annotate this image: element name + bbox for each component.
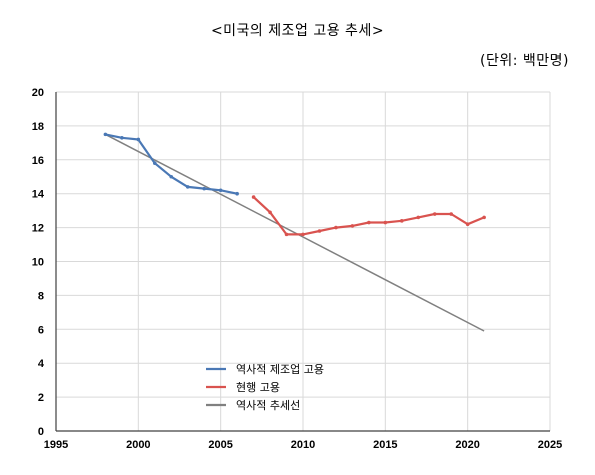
x-tick-label: 2000 (126, 439, 150, 451)
data-point (251, 195, 256, 199)
x-tick-label: 2025 (538, 439, 562, 451)
data-point (301, 232, 305, 237)
grid-lines (56, 91, 551, 431)
data-point (202, 186, 206, 191)
y-tick-label: 20 (32, 87, 44, 99)
y-tick-label: 2 (38, 392, 44, 404)
data-point (103, 132, 108, 137)
data-point (449, 212, 454, 216)
y-tick-label: 16 (32, 155, 44, 167)
data-point (284, 232, 289, 237)
data-point (400, 219, 404, 223)
y-tick-label: 10 (32, 257, 44, 269)
series-lines (103, 132, 486, 332)
data-point (350, 224, 355, 228)
data-point (334, 225, 338, 230)
chart-unit-label: (단위: 백만명) (480, 53, 569, 69)
series-line-1 (105, 133, 238, 195)
legend-label: 역사적 추세선 (236, 399, 300, 412)
data-point (169, 174, 174, 179)
data-point (432, 212, 437, 216)
data-point (218, 188, 223, 193)
chart-title: <미국의 제조업 고용 추세> (210, 23, 385, 39)
data-point (153, 161, 157, 165)
legend-label: 역사적 제조업 고용 (236, 363, 324, 376)
data-point (185, 185, 190, 189)
y-tick-label: 0 (38, 426, 44, 438)
data-point (416, 215, 421, 220)
data-point (367, 220, 371, 225)
y-tick-label: 6 (38, 324, 44, 336)
data-point (120, 135, 124, 140)
tick-labels: 0 2 4 6 8 10 12 14 16 18 20 1995 2000 2005 2010 2015 202… (32, 87, 562, 451)
data-point (136, 137, 141, 142)
x-tick-label: 1995 (44, 439, 68, 451)
data-point (465, 222, 470, 227)
x-tick-label: 2020 (455, 439, 479, 451)
x-tick-label: 2010 (291, 439, 315, 451)
x-tick-label: 2005 (208, 439, 232, 451)
y-tick-label: 14 (32, 189, 45, 201)
y-tick-label: 18 (32, 121, 44, 133)
legend-label: 현행 고용 (236, 381, 280, 394)
data-point (317, 229, 322, 233)
y-tick-label: 8 (38, 290, 44, 302)
axes (55, 92, 550, 432)
data-point (482, 215, 486, 220)
y-tick-label: 4 (38, 358, 45, 370)
data-point (268, 210, 272, 215)
x-tick-label: 2015 (373, 439, 397, 451)
data-point (235, 191, 239, 196)
y-tick-label: 12 (32, 223, 44, 235)
data-point (383, 220, 388, 225)
series-line-3 (105, 133, 485, 332)
